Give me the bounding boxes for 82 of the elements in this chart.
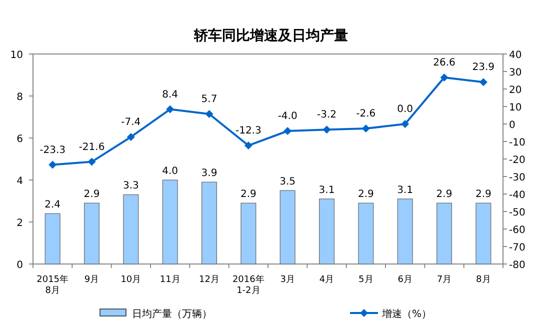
data-label: 2.9 (436, 189, 452, 200)
y-tick-label: 0 (16, 260, 23, 271)
x-tick-label: 6月 (398, 275, 412, 285)
data-label: 2.9 (358, 189, 374, 200)
y2-tick-label: 30 (509, 68, 522, 78)
data-label: -4.0 (278, 111, 298, 122)
y2-tick-label: -20 (509, 155, 526, 166)
y2-tick-label: -80 (509, 260, 526, 271)
legend-label: 增速（%） (381, 308, 432, 320)
x-tick-label: 5月 (358, 275, 374, 285)
bar (44, 213, 60, 264)
y2-tick-label: -50 (509, 208, 526, 218)
y2-tick-label: -70 (509, 242, 526, 254)
data-label: 2.9 (84, 189, 100, 200)
point (362, 124, 370, 133)
y2-tick-label: -10 (509, 138, 526, 148)
data-label: 2.9 (240, 189, 256, 200)
bar (240, 202, 256, 264)
bar (397, 198, 413, 264)
data-label: 2.4 (44, 200, 61, 211)
y-tick-label: 8 (16, 92, 23, 103)
x-tick-label: 3月 (280, 275, 295, 285)
y-tick-label: 6 (16, 134, 23, 145)
legend-label: 日均产量（万辆） (132, 308, 212, 320)
y2-tick-label: 10 (509, 102, 522, 114)
point (401, 120, 410, 128)
y-tick-label: 4 (16, 176, 23, 187)
chart-title: 轿车同比增速及日均产量 (193, 27, 348, 44)
bar (280, 190, 296, 264)
point (322, 126, 331, 134)
data-label: 26.6 (433, 57, 456, 68)
bar (123, 194, 139, 264)
data-label: 3.5 (280, 176, 296, 188)
data-label: 2.9 (475, 189, 492, 200)
y-tick-label: 10 (10, 50, 23, 61)
y2-tick-label: 40 (509, 50, 522, 61)
x-tick-label: 2015年 8月 (36, 274, 69, 296)
data-label: -2.6 (356, 108, 376, 120)
x-tick-label: 11月 (160, 275, 180, 285)
point (126, 132, 135, 141)
x-tick-label: 12月 (199, 275, 220, 285)
bar (476, 202, 492, 264)
y2-tick-label: -60 (509, 225, 526, 236)
point (166, 105, 174, 114)
data-label: 4.0 (162, 166, 178, 177)
data-label: -23.3 (40, 144, 66, 156)
point (48, 160, 57, 169)
bar (319, 198, 334, 264)
data-label: -21.6 (78, 142, 105, 153)
x-tick-label: 10月 (120, 275, 142, 285)
data-label: 8.4 (162, 89, 178, 100)
bar (84, 202, 100, 264)
x-tick-label: 8月 (476, 275, 491, 285)
data-label: -12.3 (235, 126, 262, 137)
bar (358, 202, 374, 264)
data-label: 3.9 (201, 168, 218, 180)
y2-tick-label: 0 (509, 120, 516, 131)
data-label: -7.4 (121, 116, 141, 128)
data-label: 5.7 (201, 94, 218, 106)
bar (162, 180, 178, 264)
x-tick-label: 2016年 1-2月 (232, 274, 264, 296)
bar (436, 202, 452, 264)
x-tick-label: 7月 (436, 275, 452, 285)
point (244, 142, 252, 150)
point (479, 78, 488, 86)
y2-tick-label: -40 (509, 190, 526, 201)
data-label: 3.3 (122, 180, 139, 192)
data-label: -3.2 (316, 110, 337, 121)
data-label: 0.0 (397, 104, 414, 115)
bar (202, 182, 217, 264)
point (440, 73, 448, 82)
x-tick-label: 4月 (319, 275, 334, 285)
data-label: 23.9 (472, 62, 495, 74)
point (284, 127, 292, 135)
y2-tick-label: -30 (509, 172, 526, 184)
data-label: 3.1 (397, 184, 414, 196)
x-tick-label: 9月 (84, 275, 100, 285)
y-tick-label: 2 (16, 218, 23, 229)
data-label: 3.1 (318, 184, 335, 196)
point (205, 110, 214, 118)
y2-tick-label: 20 (509, 85, 522, 96)
point (88, 158, 96, 166)
